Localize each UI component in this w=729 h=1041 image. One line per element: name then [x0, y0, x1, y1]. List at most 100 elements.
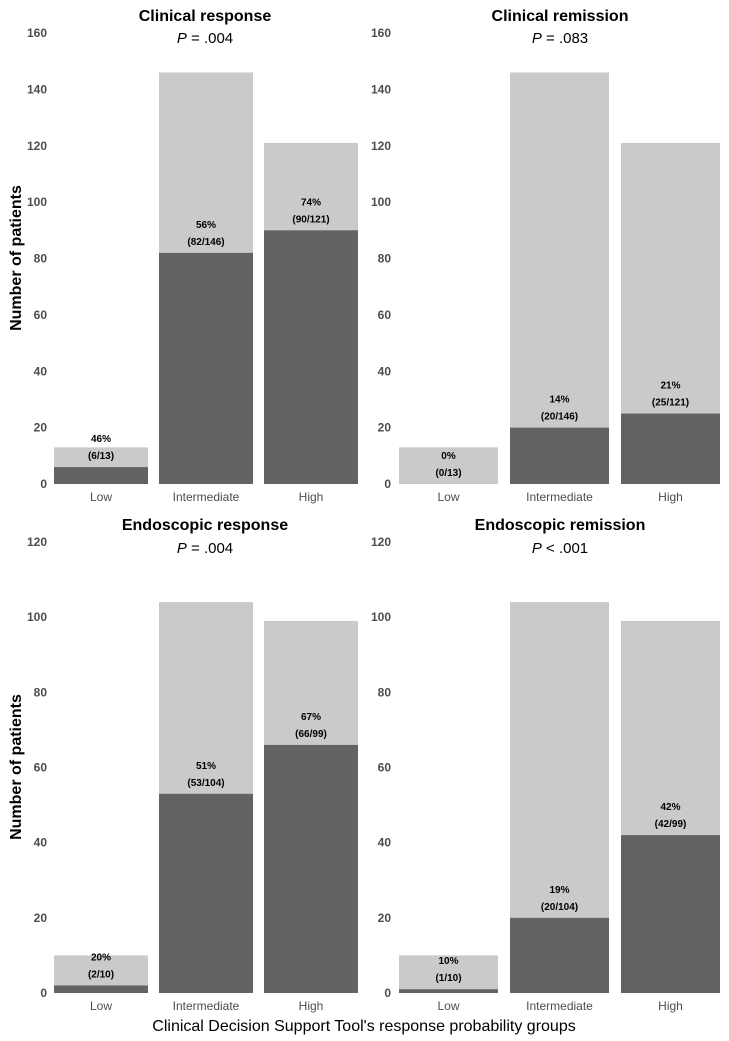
y-tick-label: 160 — [371, 26, 391, 40]
y-tick-label: 0 — [384, 986, 391, 1000]
bar-outcome-intermediate — [159, 793, 253, 993]
y-tick-label: 40 — [34, 836, 48, 850]
y-tick-label: 100 — [27, 610, 47, 624]
x-tick-label: High — [299, 999, 324, 1013]
y-tick-label: 120 — [371, 535, 391, 549]
y-tick-label: 160 — [27, 26, 47, 40]
y-tick-label: 120 — [27, 139, 47, 153]
y-tick-label: 20 — [378, 911, 392, 925]
bar-outcome-high — [264, 744, 358, 993]
panel-endoscopic-response: Endoscopic response P = .004 0 20 40 60 80 100 1… — [27, 517, 358, 1013]
y-tick-label: 60 — [378, 308, 392, 322]
p-value-number: = .004 — [187, 30, 233, 47]
p-value-symbol: P — [532, 30, 542, 47]
y-tick-label: 40 — [34, 364, 48, 378]
y-tick-label: 140 — [371, 82, 391, 96]
bar-outcome-intermediate — [510, 917, 609, 993]
data-label-fraction: (42/99) — [655, 819, 687, 830]
x-tick-label: Low — [437, 999, 459, 1013]
y-tick-label: 60 — [34, 761, 48, 775]
bar-total-low — [399, 955, 498, 993]
data-label-percent: 51% — [196, 761, 216, 772]
panel-title: Clinical response — [139, 8, 272, 25]
data-label-percent: 46% — [91, 434, 111, 445]
p-value: P < .001 — [532, 540, 588, 557]
data-label-percent: 0% — [441, 451, 456, 462]
p-value-number: < .001 — [542, 540, 588, 557]
panel-title: Clinical remission — [492, 8, 629, 25]
data-label-fraction: (90/121) — [292, 214, 329, 225]
p-value: P = .004 — [177, 30, 233, 47]
data-label-fraction: (66/99) — [295, 729, 327, 740]
data-label-fraction: (20/146) — [541, 412, 578, 423]
data-label-fraction: (2/10) — [88, 969, 114, 980]
p-value-symbol: P — [177, 540, 187, 557]
y-tick-label: 40 — [378, 364, 392, 378]
data-label-percent: 20% — [91, 952, 111, 963]
x-tick-label: Intermediate — [526, 999, 593, 1013]
x-tick-label: Low — [437, 490, 459, 504]
y-tick-label: 80 — [34, 252, 48, 266]
y-axis-label-bottom: Number of patients — [8, 694, 25, 840]
y-tick-label: 0 — [40, 477, 47, 491]
data-label-fraction: (0/13) — [435, 468, 461, 479]
x-tick-label: High — [658, 999, 683, 1013]
panel-clinical-remission: Clinical remission P = .083 0 20 40 60 80 100 12… — [371, 8, 720, 504]
bar-outcome-low — [54, 467, 148, 484]
panel-title: Endoscopic remission — [475, 517, 646, 534]
x-axis-label: Clinical Decision Support Tool's respons… — [152, 1018, 575, 1035]
y-tick-label: 20 — [378, 421, 392, 435]
y-tick-label: 60 — [34, 308, 48, 322]
y-tick-label: 140 — [27, 82, 47, 96]
x-tick-label: Intermediate — [173, 999, 240, 1013]
y-tick-label: 120 — [371, 139, 391, 153]
x-tick-label: High — [299, 490, 324, 504]
bar-outcome-high — [621, 835, 720, 993]
data-label-percent: 14% — [549, 395, 569, 406]
data-label-percent: 42% — [660, 802, 680, 813]
y-tick-label: 20 — [34, 911, 48, 925]
y-tick-label: 40 — [378, 836, 392, 850]
data-label-percent: 56% — [196, 220, 216, 231]
panel-endoscopic-remission: Endoscopic remission P < .001 0 20 40 60 80 100… — [371, 517, 720, 1013]
p-value-number: = .083 — [542, 30, 588, 47]
data-label-fraction: (20/104) — [541, 902, 578, 913]
x-tick-label: High — [658, 490, 683, 504]
data-label-percent: 10% — [438, 956, 458, 967]
data-label-percent: 19% — [549, 885, 569, 896]
bar-outcome-high — [621, 413, 720, 484]
p-value: P = .083 — [532, 30, 588, 47]
data-label-percent: 21% — [660, 381, 680, 392]
p-value-number: = .004 — [187, 540, 233, 557]
y-tick-label: 120 — [27, 535, 47, 549]
y-tick-label: 80 — [378, 252, 392, 266]
data-label-percent: 74% — [301, 197, 321, 208]
y-axis-label-top: Number of patients — [8, 185, 25, 331]
data-label-fraction: (6/13) — [88, 451, 114, 462]
panels: Clinical response P = .004 0 20 40 60 80 100 120… — [27, 8, 720, 1013]
y-tick-label: 100 — [27, 195, 47, 209]
y-tick-label: 60 — [378, 761, 392, 775]
bar-outcome-intermediate — [159, 252, 253, 484]
data-label-fraction: (1/10) — [435, 973, 461, 984]
data-label-percent: 67% — [301, 712, 321, 723]
panel-title: Endoscopic response — [122, 517, 288, 534]
p-value-symbol: P — [532, 540, 542, 557]
bar-total-intermediate — [510, 72, 609, 485]
bar-outcome-low — [399, 989, 498, 993]
y-tick-label: 80 — [34, 685, 48, 699]
x-tick-label: Low — [90, 490, 112, 504]
p-value-symbol: P — [177, 30, 187, 47]
bar-outcome-high — [264, 230, 358, 484]
p-value: P = .004 — [177, 540, 233, 557]
y-tick-label: 100 — [371, 610, 391, 624]
data-label-fraction: (82/146) — [187, 237, 224, 248]
y-tick-label: 80 — [378, 685, 392, 699]
y-tick-label: 20 — [34, 421, 48, 435]
x-tick-label: Intermediate — [526, 490, 593, 504]
bar-outcome-low — [54, 985, 148, 993]
bar-total-low — [399, 447, 498, 484]
y-tick-label: 100 — [371, 195, 391, 209]
panel-clinical-response: Clinical response P = .004 0 20 40 60 80 100 120… — [27, 8, 358, 504]
